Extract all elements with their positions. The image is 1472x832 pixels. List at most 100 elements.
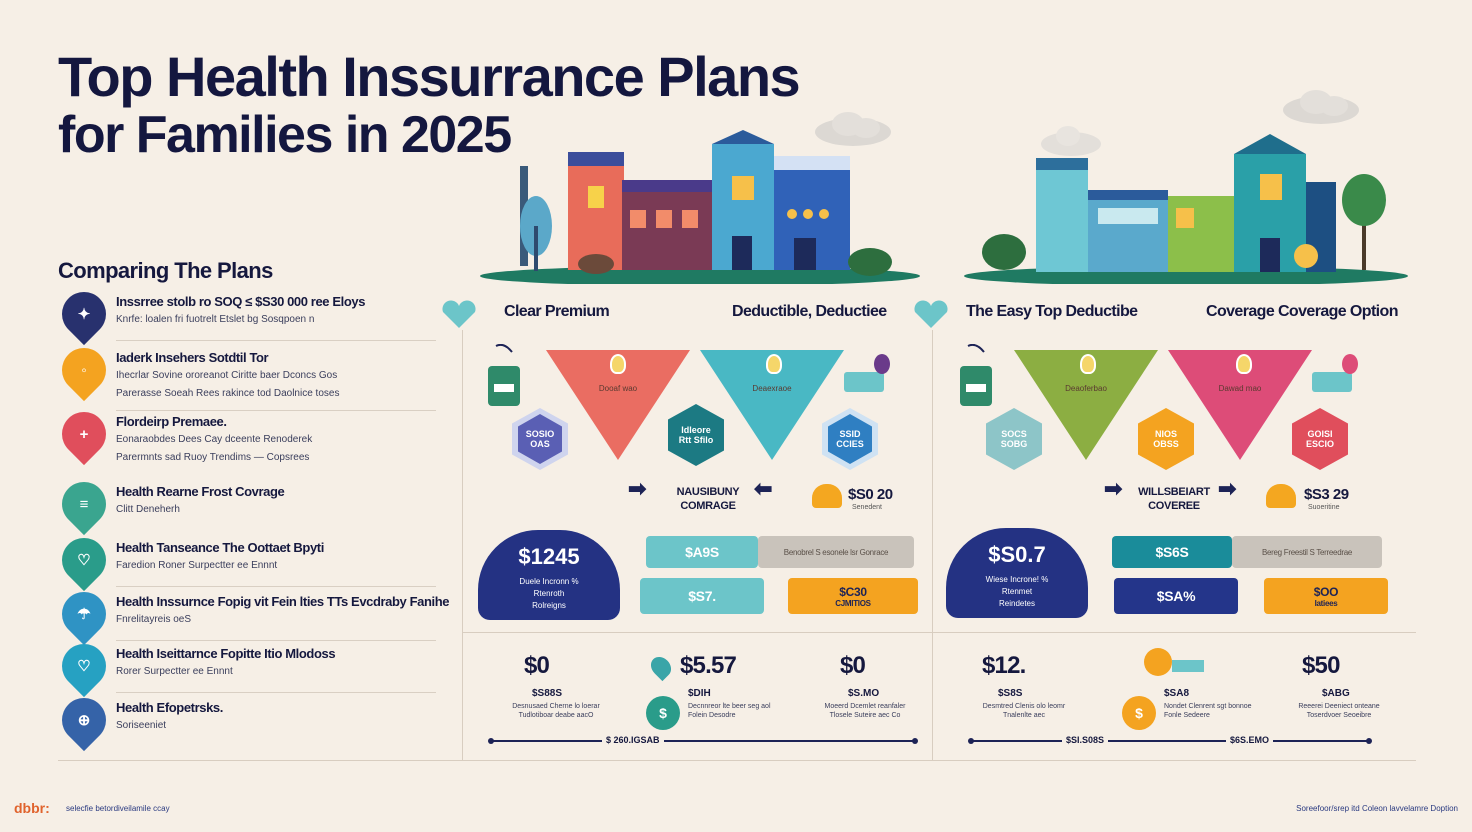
sidebar-plan-item[interactable]: ♡ Health Tanseance The Oottaet Bpyti Far…	[52, 528, 438, 592]
stat-value: $5.57	[680, 652, 737, 679]
stat-label: $S8S	[998, 688, 1023, 699]
page-title-line2: for Families in 2025	[58, 106, 512, 164]
stat-detail: Decnnreor lte beer seg aol Folein Desodr…	[688, 703, 771, 720]
plan-title: Health Rearne Frost Covrage	[116, 484, 285, 499]
plan-detail: Knrfe: loalen fri fuotrelt Etslet bg Sos…	[116, 314, 315, 325]
stat-label: $S.MO	[848, 688, 880, 699]
heart-icon	[442, 300, 476, 328]
stat-label: $DIH	[688, 688, 711, 699]
money-card-icon	[1312, 354, 1358, 392]
houses-illustration-left	[480, 130, 920, 284]
column-header: The Easy Top Deductibe	[966, 303, 1138, 320]
stat-value: $0	[524, 652, 550, 679]
timeline-dot	[1366, 738, 1372, 744]
globe-icon: ⊕	[77, 712, 91, 729]
hex-text: CCIES	[836, 439, 864, 449]
coin-icon	[812, 484, 842, 508]
pill-caption: Iatiees	[1314, 598, 1338, 608]
plan-title: Health Iseittarnce Fopitte Itio Mlodoss	[116, 646, 336, 661]
sidebar-plan-item[interactable]: + Flordeirp Premaee. Eonaraobdes Dees Ca…	[52, 402, 438, 466]
star-icon: ✦	[77, 306, 91, 323]
arrow-left-icon: ⬅	[754, 476, 773, 501]
premium-detail-line: Rtenmet	[1001, 587, 1033, 596]
plan-title: Iaderk Insehers Sotdtil Tor	[116, 350, 269, 365]
hex-text: Rtt Sfilo	[678, 435, 714, 445]
timeline-dot	[488, 738, 494, 744]
coin-icon	[1144, 648, 1172, 676]
hex-text: SOCS	[1001, 428, 1027, 439]
premium-detail-line: Rtenroth	[533, 589, 565, 598]
stat-value: $12.	[982, 652, 1026, 679]
shield-icon: ♡	[77, 658, 91, 675]
cloud-illustration	[1041, 126, 1101, 156]
coin-icon	[1266, 484, 1296, 508]
plan-title: Health Tanseance The Oottaet Bpyti	[116, 540, 324, 555]
plan-detail: Eonaraobdes Dees Cay dceente Renoderek	[116, 434, 313, 445]
price-pill[interactable]: $S6S	[1112, 536, 1232, 568]
footer-note: Soreefoor/srep itd Coleon lavvelamre Dop…	[1296, 804, 1458, 813]
hex-text: NIOS	[1154, 428, 1177, 439]
funnel-label: Deaoferbao	[1065, 384, 1107, 393]
hex-text: Idleore	[681, 424, 711, 435]
price-value: $S0 20	[848, 486, 893, 503]
premium-detail-line: Reindetes	[998, 599, 1036, 608]
sidebar-divider	[116, 340, 436, 341]
sidebar-plan-item[interactable]: ⊕ Health Efopetrsks. Soriseeniet	[52, 688, 438, 752]
heart-icon	[914, 300, 948, 328]
premium-dome-card: $1245 Duele Incronn % Rtenroth Rolreigns	[478, 530, 620, 620]
lightbulb-icon	[1080, 354, 1096, 374]
sidebar-plan-item[interactable]: ≡ Health Rearne Frost Covrage Clitt Dene…	[52, 472, 438, 536]
sidebar-plan-item[interactable]: ☂ Health Inssurnce Fopig vit Fein lties …	[52, 582, 450, 646]
footer-divider	[58, 760, 1416, 761]
dollar-icon: $	[646, 696, 680, 730]
hexagon-badge: NIOS OBSS	[1138, 408, 1194, 470]
coverage-label-line: COMRAGE	[680, 499, 736, 512]
money-card-icon	[1172, 660, 1204, 672]
funnel-label: Dooaf wao	[598, 384, 638, 393]
premium-value: $S0.7	[988, 542, 1046, 567]
brand-logo[interactable]: dbbr:	[14, 800, 50, 816]
coverage-label-line: WILLSBEIART	[1138, 486, 1210, 498]
sidebar-divider	[116, 586, 436, 587]
coverage-label-line: COVEREE	[1148, 499, 1200, 512]
umbrella-icon: ☂	[77, 606, 91, 623]
plan-title: Flordeirp Premaee.	[116, 414, 227, 429]
stat-value: $50	[1302, 652, 1340, 679]
price-pill[interactable]: Benobrel S esonele lsr Gonrace	[758, 536, 914, 568]
stat-label: $S88S	[532, 688, 563, 699]
coverage-label: NAUSIBUNY COMRAGE	[658, 486, 758, 514]
plan-detail: Clitt Deneherh	[116, 504, 180, 515]
price-pill[interactable]: Bereg Freestil S Terreedrae	[1232, 536, 1382, 568]
sidebar-plan-item[interactable]: ♡ Health Iseittarnce Fopitte Itio Mlodos…	[52, 634, 438, 698]
plan-title: Health Efopetrsks.	[116, 700, 223, 715]
hexagon-badge: GOISI ESCIO	[1292, 408, 1348, 470]
premium-detail-line: Rolreigns	[532, 601, 566, 610]
stat-detail: Desmtred Clenis olo leomr Tnalenlte aec	[982, 703, 1066, 720]
price-pill[interactable]: $OO Iatiees	[1264, 578, 1388, 614]
hex-text: OAS	[530, 439, 550, 449]
sidebar-plan-item[interactable]: ✦ Inssrree stolb ro SOQ ≤ $S30 000 ree E…	[52, 282, 438, 346]
premium-detail: Wiese Incrone! % Rtenmet Reindetes	[946, 574, 1088, 610]
sidebar-plan-item[interactable]: ◦ Iaderk Insehers Sotdtil Tor Ihecrlar S…	[52, 338, 438, 402]
plan-detail: Parermnts sad Ruoy Trendims — Copsrees	[116, 452, 310, 463]
timeline-bar	[970, 740, 1370, 742]
document-icon: ≡	[79, 495, 89, 513]
arrow-right-icon: ➡	[1104, 476, 1123, 501]
column-header: Deductible, Deductiee	[732, 303, 887, 320]
bag-icon	[960, 344, 992, 406]
price-pill[interactable]: $A9S	[646, 536, 758, 568]
medical-cross-icon: +	[79, 425, 89, 443]
coverage-label-line: NAUSIBUNY	[676, 486, 740, 498]
price-value: $S3 29	[1304, 486, 1349, 503]
plan-detail: Rorer Surpectter ee Ennnt	[116, 666, 233, 677]
price-pill[interactable]: $C30 CJMITIOS	[788, 578, 918, 614]
plan-title: Inssrree stolb ro SOQ ≤ $S30 000 ree Elo…	[116, 294, 366, 309]
price-pill[interactable]: $S7.	[640, 578, 764, 614]
stat-value: $0	[840, 652, 866, 679]
arrow-right-icon: ➡	[1218, 476, 1237, 501]
price-pill[interactable]: $SA%	[1114, 578, 1238, 614]
bag-icon	[488, 344, 520, 406]
timeline-bar	[490, 740, 916, 742]
arrow-right-icon: ➡	[628, 476, 647, 501]
stat-label: $SA8	[1164, 688, 1190, 699]
